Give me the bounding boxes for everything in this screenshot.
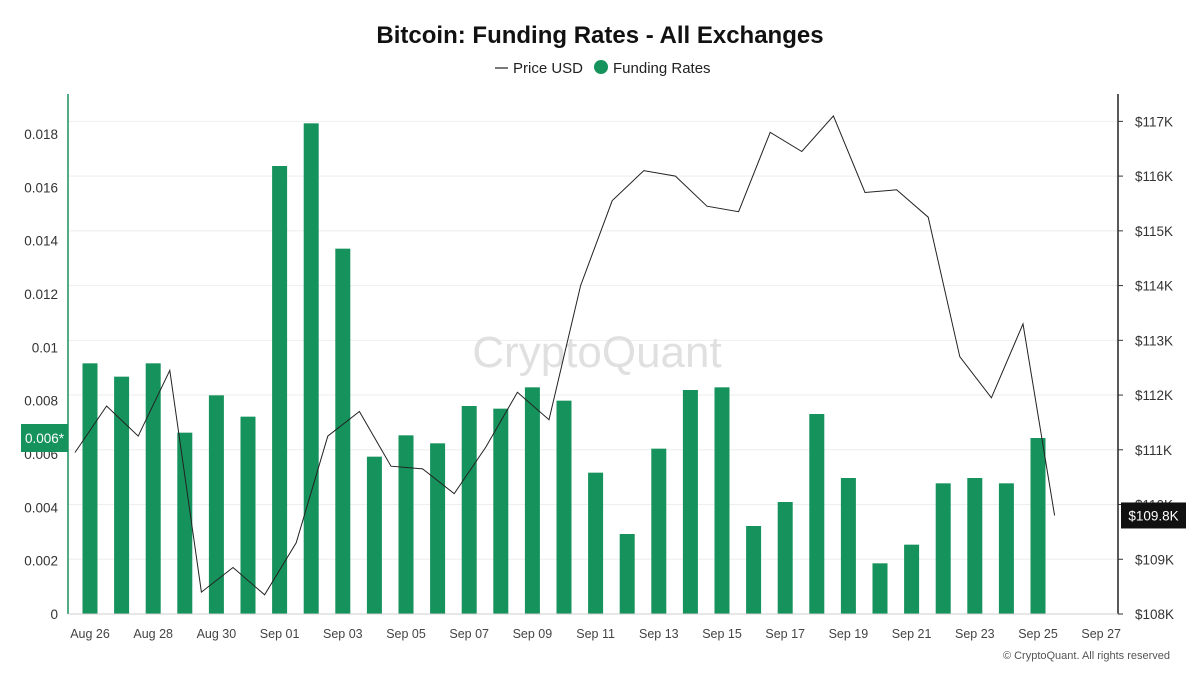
funding-rate-bar	[556, 400, 572, 614]
x-axis-ticks: Aug 26 Aug 28 Aug 30 Sep 01 Sep 03 Sep 05 Sep …	[70, 627, 1121, 641]
funding-rate-bar	[1030, 438, 1046, 614]
legend-item-price[interactable]: Price USD	[495, 60, 583, 77]
funding-rate-bar	[619, 534, 635, 614]
funding-rate-bar	[303, 123, 319, 614]
price-line-layer	[74, 114, 1056, 596]
funding-rate-bar	[682, 390, 698, 614]
funding-rate-bar	[272, 166, 288, 614]
left-value-badge	[21, 424, 68, 452]
x-tick-label: Sep 21	[892, 627, 932, 641]
left-tick-label: 0.01	[32, 340, 58, 355]
x-tick-label: Sep 01	[260, 627, 300, 641]
left-tick-label: 0.014	[24, 234, 58, 249]
funding-rate-bar	[588, 472, 604, 614]
funding-rate-bar	[998, 483, 1014, 614]
x-tick-label: Sep 15	[702, 627, 742, 641]
right-tick-label: $111K	[1135, 443, 1172, 458]
funding-rate-bar	[524, 387, 540, 614]
funding-rate-bar	[651, 448, 667, 614]
funding-rate-bar	[746, 526, 762, 614]
right-axis-ticks: $108K$109K$110K$111K$112K$113K$114K$115K…	[1118, 114, 1174, 622]
right-tick-label: $116K	[1135, 169, 1173, 184]
left-tick-label: 0.004	[24, 500, 58, 515]
x-tick-label: Aug 30	[197, 627, 237, 641]
x-tick-label: Sep 19	[829, 627, 869, 641]
chart-title: Bitcoin: Funding Rates - All Exchanges	[376, 22, 823, 49]
x-tick-label: Sep 25	[1018, 627, 1058, 641]
axes	[67, 94, 1119, 615]
x-tick-label: Sep 05	[386, 627, 426, 641]
right-tick-label: $109K	[1135, 552, 1174, 567]
left-tick-label: 0.002	[24, 554, 58, 569]
x-tick-label: Sep 23	[955, 627, 995, 641]
funding-rate-bar	[967, 478, 983, 614]
x-tick-label: Sep 11	[576, 627, 615, 641]
legend: Price USD Funding Rates	[495, 60, 711, 77]
right-tick-label: $114K	[1135, 279, 1173, 294]
funding-rate-bar	[82, 363, 98, 614]
copyright-text: © CryptoQuant. All rights reserved	[1003, 650, 1170, 662]
left-tick-label: 0.016	[24, 180, 58, 195]
left-value-badge-text: 0.006*	[25, 431, 65, 446]
legend-item-funding[interactable]: Funding Rates	[594, 60, 711, 77]
funding-rate-bar	[177, 432, 193, 614]
funding-rate-bar	[461, 406, 477, 614]
funding-rate-bar	[335, 248, 351, 614]
funding-rate-bar	[208, 395, 224, 614]
funding-rate-bar	[114, 376, 130, 614]
funding-rate-bar	[240, 416, 256, 614]
funding-rate-bar	[904, 544, 920, 614]
x-tick-label: Sep 13	[639, 627, 679, 641]
x-tick-label: Sep 27	[1081, 627, 1121, 641]
funding-rate-bar	[430, 443, 446, 614]
x-tick-label: Aug 28	[133, 627, 173, 641]
legend-label-funding: Funding Rates	[613, 60, 711, 77]
funding-rate-bar	[872, 563, 888, 614]
x-tick-label: Sep 07	[449, 627, 489, 641]
right-tick-label: $108K	[1135, 607, 1174, 622]
funding-rate-bar	[398, 435, 414, 614]
funding-rate-bar	[809, 414, 825, 614]
left-tick-label: 0	[50, 607, 58, 622]
funding-rate-bar	[366, 456, 382, 614]
legend-label-price: Price USD	[513, 60, 583, 77]
x-tick-label: Aug 26	[70, 627, 110, 641]
right-tick-label: $113K	[1135, 333, 1173, 348]
funding-rate-bar	[935, 483, 951, 614]
right-tick-label: $117K	[1135, 114, 1173, 129]
funding-rate-bar	[145, 363, 161, 614]
left-tick-label: 0.012	[24, 287, 58, 302]
funding-rate-bar	[493, 408, 509, 614]
right-value-badge	[1121, 502, 1186, 529]
left-tick-label: 0.008	[24, 394, 58, 409]
legend-circle-symbol	[594, 60, 608, 74]
funding-rate-bars	[82, 123, 1046, 614]
right-tick-label: $115K	[1135, 224, 1173, 239]
left-axis-ticks: 00.0020.0040.0060.0080.010.0120.0140.016…	[24, 127, 58, 622]
funding-rate-bar	[777, 502, 793, 614]
price-line	[74, 114, 1056, 596]
funding-rate-bar	[840, 478, 856, 614]
funding-rate-bar	[714, 387, 730, 614]
x-tick-label: Sep 17	[765, 627, 805, 641]
right-value-badge-text: $109.8K	[1128, 508, 1178, 523]
value-badges: 0.006* $109.8K	[21, 424, 1186, 529]
watermark: CryptoQuant	[472, 328, 721, 377]
x-tick-label: Sep 09	[513, 627, 553, 641]
left-tick-label: 0.018	[24, 127, 58, 142]
right-tick-label: $112K	[1135, 388, 1173, 403]
x-tick-label: Sep 03	[323, 627, 363, 641]
